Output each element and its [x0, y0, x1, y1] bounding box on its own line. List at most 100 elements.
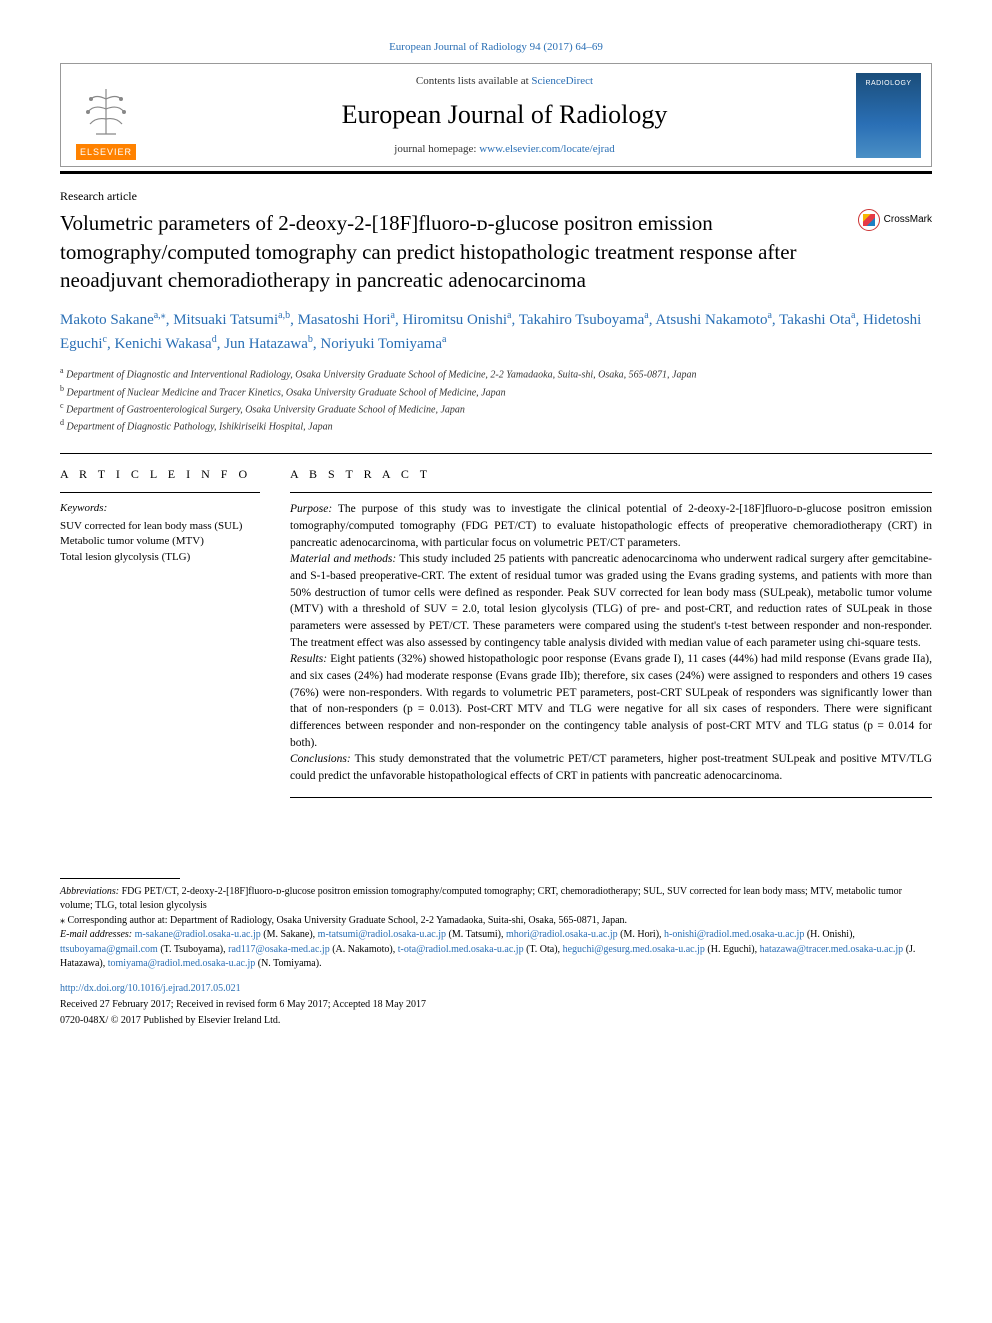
abbrev-label: Abbreviations:	[60, 886, 119, 897]
email-author: (T. Ota),	[524, 944, 560, 955]
email-link[interactable]: t-ota@radiol.med.osaka-u.ac.jp	[398, 944, 524, 955]
copyright: 0720-048X/ © 2017 Published by Elsevier …	[60, 1014, 932, 1028]
author-affiliation-marker: a	[507, 310, 511, 321]
author-affiliation-marker: a	[851, 310, 855, 321]
abbreviations: Abbreviations: FDG PET/CT, 2-deoxy-2-[18…	[60, 885, 932, 914]
journal-cover-thumbnail: RADIOLOGY	[856, 73, 921, 158]
elsevier-logo: ELSEVIER	[71, 70, 141, 160]
email-link[interactable]: h-onishi@radiol.med.osaka-u.ac.jp	[662, 929, 805, 940]
author-affiliation-marker: a	[767, 310, 771, 321]
abstract-column: A B S T R A C T Purpose: The purpose of …	[290, 466, 932, 798]
author-affiliation-marker: a	[442, 334, 446, 345]
abstract-text: Purpose: The purpose of this study was t…	[290, 501, 932, 784]
elsevier-tree-icon	[76, 84, 136, 144]
email-author: (H. Onishi),	[804, 929, 855, 940]
affiliation-marker: c	[60, 401, 64, 410]
corr-text: Corresponding author at: Department of R…	[65, 915, 627, 926]
abstract-section: Material and methods: This study include…	[290, 551, 932, 651]
keyword: Total lesion glycolysis (TLG)	[60, 550, 260, 565]
journal-name: European Journal of Radiology	[153, 97, 856, 133]
affiliation: d Department of Diagnostic Pathology, Is…	[60, 417, 932, 434]
author: Noriyuki Tomiyamaa	[320, 336, 446, 352]
author-affiliation-marker: b	[308, 334, 313, 345]
article-info-column: A R T I C L E I N F O Keywords: SUV corr…	[60, 466, 260, 798]
keywords-list: SUV corrected for lean body mass (SUL)Me…	[60, 519, 260, 565]
contents-prefix: Contents lists available at	[416, 75, 531, 87]
affiliation-marker: a	[60, 366, 64, 375]
affiliation: c Department of Gastroenterological Surg…	[60, 400, 932, 417]
author-affiliation-marker: d	[212, 334, 217, 345]
sciencedirect-link[interactable]: ScienceDirect	[531, 75, 593, 87]
journal-header: ELSEVIER Contents lists available at Sci…	[60, 63, 932, 167]
homepage-line: journal homepage: www.elsevier.com/locat…	[153, 142, 856, 157]
homepage-link[interactable]: www.elsevier.com/locate/ejrad	[479, 143, 615, 155]
author-list: Makoto Sakanea,⁎, Mitsuaki Tatsumia,b, M…	[60, 308, 932, 355]
email-author: (M. Tatsumi),	[446, 929, 506, 940]
affiliation: a Department of Diagnostic and Intervent…	[60, 365, 932, 382]
article-info-heading: A R T I C L E I N F O	[60, 466, 260, 483]
email-author: (M. Sakane),	[261, 929, 318, 940]
abstract-rule	[290, 492, 932, 493]
section-divider	[60, 453, 932, 454]
corresponding-author: ⁎ Corresponding author at: Department of…	[60, 914, 932, 929]
keywords-label: Keywords:	[60, 501, 260, 516]
article-history: Received 27 February 2017; Received in r…	[60, 998, 932, 1012]
affiliation: b Department of Nuclear Medicine and Tra…	[60, 383, 932, 400]
author-affiliation-marker: a	[391, 310, 395, 321]
email-link[interactable]: m-sakane@radiol.osaka-u.ac.jp	[135, 929, 261, 940]
author-affiliation-marker: a,b	[278, 310, 290, 321]
header-center: Contents lists available at ScienceDirec…	[153, 74, 856, 157]
header-rule	[60, 171, 932, 174]
email-link[interactable]: m-tatsumi@radiol.osaka-u.ac.jp	[318, 929, 446, 940]
author: Mitsuaki Tatsumia,b	[173, 312, 290, 328]
crossmark-icon	[858, 209, 880, 231]
info-rule	[60, 492, 260, 493]
homepage-prefix: journal homepage:	[394, 143, 479, 155]
footnotes: Abbreviations: FDG PET/CT, 2-deoxy-2-[18…	[60, 885, 932, 972]
email-author: (T. Tsuboyama),	[158, 944, 228, 955]
doi-link[interactable]: http://dx.doi.org/10.1016/j.ejrad.2017.0…	[60, 982, 932, 996]
abstract-heading: A B S T R A C T	[290, 466, 932, 483]
abstract-section-label: Results:	[290, 653, 327, 665]
email-block: E-mail addresses: m-sakane@radiol.osaka-…	[60, 928, 932, 972]
affiliation-list: a Department of Diagnostic and Intervent…	[60, 365, 932, 434]
email-author: (A. Nakamoto),	[330, 944, 398, 955]
author: Masatoshi Horia	[298, 312, 395, 328]
email-link[interactable]: rad117@osaka-med.ac.jp	[228, 944, 330, 955]
abstract-section-label: Conclusions:	[290, 753, 351, 765]
cover-text: RADIOLOGY	[865, 79, 911, 89]
affiliation-marker: d	[60, 418, 64, 427]
abstract-section: Conclusions: This study demonstrated tha…	[290, 751, 932, 784]
citation-link[interactable]: European Journal of Radiology 94 (2017) …	[60, 40, 932, 55]
author: Takahiro Tsuboyamaa	[519, 312, 649, 328]
crossmark-badge[interactable]: CrossMark	[858, 209, 932, 231]
email-link[interactable]: mhori@radiol.osaka-u.ac.jp	[506, 929, 618, 940]
abbrev-text: FDG PET/CT, 2-deoxy-2-[18F]fluoro-ᴅ-gluc…	[60, 886, 902, 912]
abstract-bottom-rule	[290, 797, 932, 798]
keyword: SUV corrected for lean body mass (SUL)	[60, 519, 260, 534]
author-affiliation-marker: a,⁎	[154, 310, 166, 321]
contents-line: Contents lists available at ScienceDirec…	[153, 74, 856, 89]
author-affiliation-marker: a	[644, 310, 648, 321]
author: Atsushi Nakamotoa	[655, 312, 772, 328]
email-link[interactable]: hatazawa@tracer.med.osaka-u.ac.jp	[760, 944, 904, 955]
abstract-section: Results: Eight patients (32%) showed his…	[290, 651, 932, 751]
author: Kenichi Wakasad	[114, 336, 216, 352]
email-author: (N. Tomiyama).	[255, 958, 321, 969]
article-type: Research article	[60, 188, 932, 205]
abstract-section-label: Purpose:	[290, 503, 332, 515]
abstract-section: Purpose: The purpose of this study was t…	[290, 501, 932, 551]
author: Makoto Sakanea,⁎	[60, 312, 166, 328]
crossmark-label: CrossMark	[884, 213, 932, 227]
abstract-section-label: Material and methods:	[290, 553, 396, 565]
email-link[interactable]: ttsuboyama@gmail.com	[60, 944, 158, 955]
footnote-rule	[60, 878, 180, 879]
email-link[interactable]: tomiyama@radiol.med.osaka-u.ac.jp	[108, 958, 256, 969]
author: Takashi Otaa	[779, 312, 855, 328]
affiliation-marker: b	[60, 384, 64, 393]
email-author: (M. Hori),	[618, 929, 662, 940]
email-link[interactable]: heguchi@gesurg.med.osaka-u.ac.jp	[560, 944, 705, 955]
keyword: Metabolic tumor volume (MTV)	[60, 534, 260, 549]
author: Hiromitsu Onishia	[402, 312, 511, 328]
elsevier-label: ELSEVIER	[76, 144, 136, 161]
